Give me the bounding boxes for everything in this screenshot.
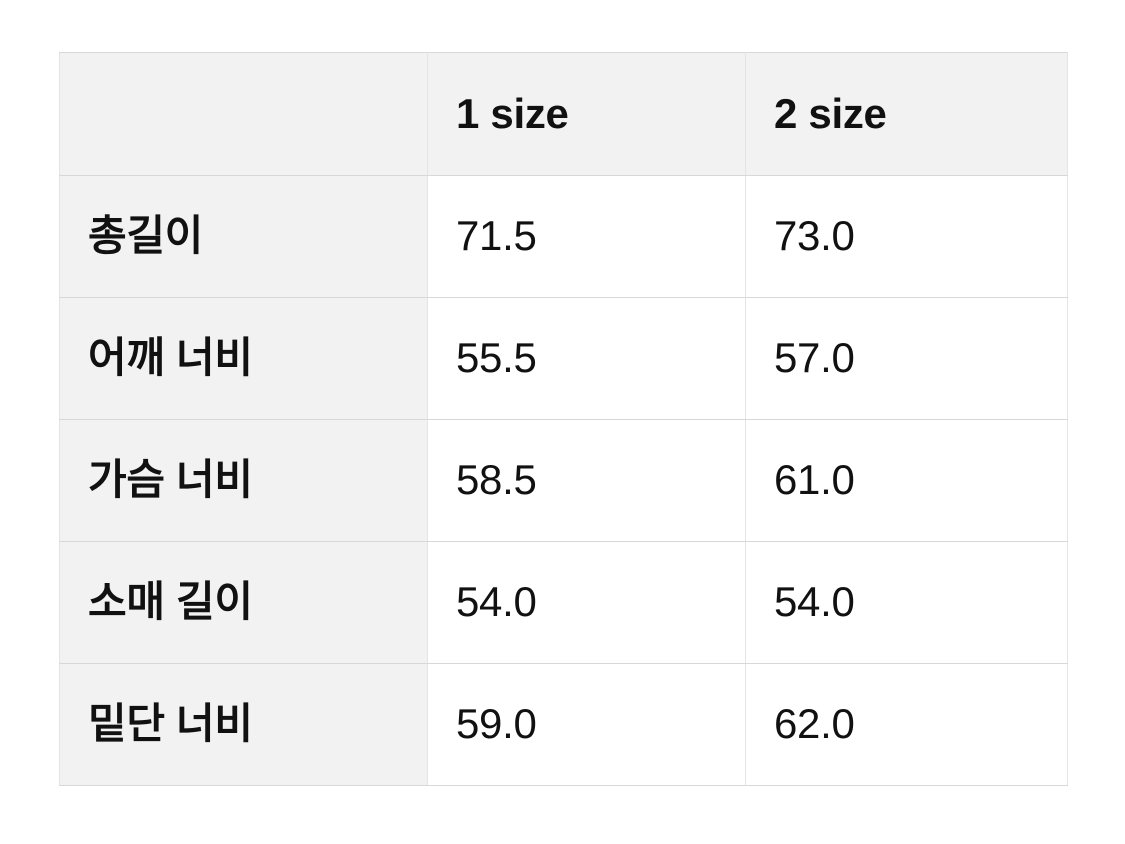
cell-value: 73.0 — [745, 175, 1068, 298]
cell-value: 71.5 — [427, 175, 746, 298]
cell-value: 58.5 — [427, 419, 746, 542]
size-chart-body: 총길이 71.5 73.0 어깨 너비 55.5 57.0 가슴 너비 58.5… — [59, 175, 1068, 786]
row-label-hem-width: 밑단 너비 — [59, 663, 428, 786]
cell-value: 59.0 — [427, 663, 746, 786]
row-label-total-length: 총길이 — [59, 175, 428, 298]
column-header-size-1: 1 size — [427, 52, 746, 176]
size-chart-section: 1 size 2 size 총길이 71.5 73.0 어깨 너비 55.5 5… — [59, 52, 1068, 786]
table-row: 총길이 71.5 73.0 — [59, 175, 1068, 298]
row-label-shoulder-width: 어깨 너비 — [59, 297, 428, 420]
row-label-chest-width: 가슴 너비 — [59, 419, 428, 542]
cell-value: 62.0 — [745, 663, 1068, 786]
row-label-sleeve-length: 소매 길이 — [59, 541, 428, 664]
column-header-size-2: 2 size — [745, 52, 1068, 176]
size-chart-table: 1 size 2 size 총길이 71.5 73.0 어깨 너비 55.5 5… — [59, 52, 1068, 786]
cell-value: 55.5 — [427, 297, 746, 420]
header-row: 1 size 2 size — [59, 52, 1068, 176]
cell-value: 57.0 — [745, 297, 1068, 420]
column-header-empty — [59, 52, 428, 176]
table-row: 소매 길이 54.0 54.0 — [59, 541, 1068, 664]
table-row: 어깨 너비 55.5 57.0 — [59, 297, 1068, 420]
cell-value: 54.0 — [745, 541, 1068, 664]
cell-value: 54.0 — [427, 541, 746, 664]
table-row: 밑단 너비 59.0 62.0 — [59, 663, 1068, 786]
table-row: 가슴 너비 58.5 61.0 — [59, 419, 1068, 542]
size-chart-header: 1 size 2 size — [59, 52, 1068, 176]
cell-value: 61.0 — [745, 419, 1068, 542]
